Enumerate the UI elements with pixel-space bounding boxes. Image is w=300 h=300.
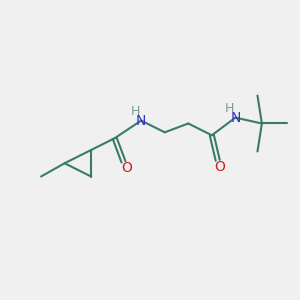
Text: N: N xyxy=(230,111,241,124)
Text: O: O xyxy=(214,160,225,174)
Text: O: O xyxy=(121,161,132,175)
Text: H: H xyxy=(225,102,234,115)
Text: H: H xyxy=(130,105,140,118)
Text: N: N xyxy=(136,114,146,128)
